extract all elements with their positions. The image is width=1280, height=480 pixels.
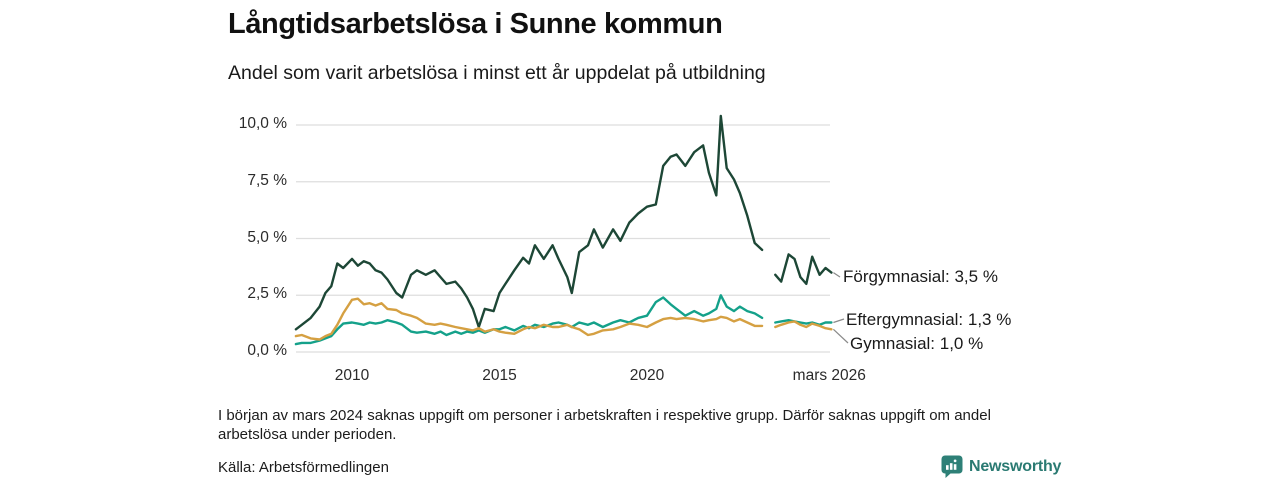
series-line-gymnasial <box>294 297 833 341</box>
page-title: Långtidsarbetslösa i Sunne kommun <box>228 8 723 40</box>
leader-line <box>833 272 841 278</box>
gridlines <box>296 124 830 353</box>
y-tick-label: 7,5 % <box>247 171 287 189</box>
y-tick-label: 5,0 % <box>247 228 287 246</box>
newsworthy-logo: Newsworthy <box>941 455 1061 478</box>
y-tick-label: 2,5 % <box>247 285 287 303</box>
page-subtitle: Andel som varit arbetslösa i minst ett å… <box>228 62 766 84</box>
y-tick-label: 0,0 % <box>247 342 287 359</box>
y-tick-label: 10,0 % <box>238 115 287 132</box>
source-caption: Källa: Arbetsförmedlingen <box>218 459 389 476</box>
series-end-label-gymnasial: Gymnasial: 1,0 % <box>850 334 984 353</box>
newsworthy-wordmark: Newsworthy <box>969 457 1062 475</box>
leader-line <box>832 328 849 344</box>
label-leader-lines <box>832 272 849 344</box>
x-tick-label: 2010 <box>334 367 370 384</box>
series-end-label-forgymnasial: Förgymnasial: 3,5 % <box>843 267 998 286</box>
series-line-förgymnasial <box>294 114 833 331</box>
bar-chart-speech-bubble-icon <box>941 455 963 478</box>
x-tick-label: mars 2026 <box>792 367 866 384</box>
leader-line <box>833 318 845 324</box>
series-end-label-eftergymnasial: Eftergymnasial: 1,3 % <box>846 310 1012 329</box>
footnote: I början av mars 2024 saknas uppgift om … <box>218 407 991 443</box>
x-tick-label: 2020 <box>629 367 665 384</box>
series-lines <box>294 114 833 346</box>
series-line-eftergymnasial <box>294 294 833 346</box>
x-tick-label: 2015 <box>482 367 517 384</box>
